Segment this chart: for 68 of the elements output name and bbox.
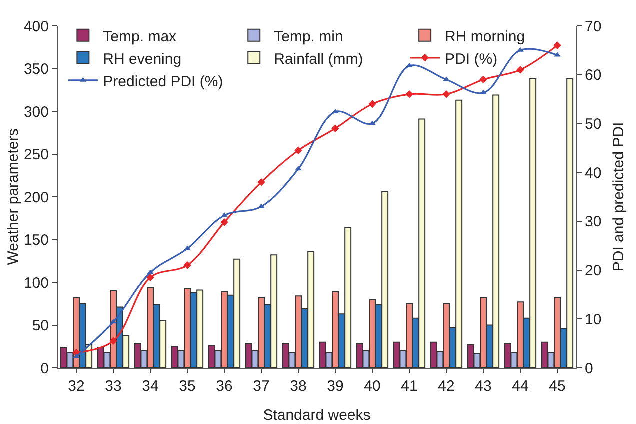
y2-axis-title: PDI and predicted PDI — [610, 122, 628, 272]
legend-label: Predicted PDI (%) — [103, 73, 224, 90]
y-tick-label: 350 — [24, 61, 49, 78]
x-tick-label: 38 — [290, 378, 307, 395]
x-tick-label: 40 — [364, 378, 381, 395]
point — [332, 124, 340, 132]
y-axis-title: Weather parameters — [4, 128, 22, 266]
y-tick-label: 0 — [40, 360, 49, 378]
y2-tick-label: 70 — [585, 18, 602, 36]
point — [146, 274, 154, 282]
point — [184, 262, 192, 270]
y2-tick-label: 0 — [585, 360, 594, 378]
x-axis-title: Standard weeks — [263, 407, 371, 424]
y-tick-label: 400 — [24, 18, 49, 36]
x-tick-label: 45 — [549, 378, 566, 395]
y2-tick-label: 60 — [585, 67, 602, 84]
x-tick-label: 41 — [401, 378, 418, 395]
y2-tick-label: 10 — [585, 311, 602, 328]
x-tick-label: 36 — [216, 378, 233, 395]
point — [517, 47, 524, 52]
legend-label: PDI (%) — [445, 50, 498, 68]
x-tick-label: 32 — [68, 378, 85, 395]
legend-label: RH morning — [445, 28, 526, 46]
y-tick-label: 300 — [24, 104, 49, 121]
x-tick-label: 39 — [327, 378, 344, 395]
x-tick-label: 35 — [179, 378, 196, 395]
point — [554, 52, 561, 57]
x-tick-label: 34 — [142, 378, 159, 395]
point — [406, 63, 413, 68]
y-tick-label: 100 — [24, 274, 49, 292]
y2-tick-label: 50 — [585, 116, 602, 133]
point — [258, 204, 265, 208]
point — [369, 120, 376, 126]
legend-label: Rainfall (mm) — [274, 50, 364, 68]
point — [110, 319, 117, 324]
y-tick-label: 50 — [32, 318, 49, 334]
point — [554, 42, 562, 50]
x-tick-label: 33 — [105, 378, 122, 395]
point — [147, 270, 154, 274]
y2-tick-label: 20 — [585, 262, 602, 280]
point — [480, 90, 487, 94]
y-tick-label: 200 — [24, 189, 49, 206]
point — [480, 76, 488, 84]
point — [294, 146, 302, 154]
y2-tick-label: 40 — [585, 164, 602, 182]
x-tick-label: 44 — [512, 378, 529, 395]
point — [332, 108, 339, 114]
point — [516, 66, 524, 74]
x-tick-label: 43 — [475, 378, 492, 395]
legend-label: Temp. min — [274, 28, 344, 46]
x-tick-label: 37 — [253, 378, 270, 395]
x-tick-label: 42 — [438, 378, 455, 395]
point — [295, 166, 302, 171]
point — [443, 76, 450, 82]
y-tick-label: 250 — [24, 146, 49, 164]
legend-label: Temp. max — [103, 28, 178, 46]
point — [406, 90, 414, 98]
y-tick-label: 150 — [24, 232, 49, 249]
point — [258, 178, 266, 186]
point — [220, 218, 228, 226]
point — [442, 90, 450, 98]
y2-tick-label: 30 — [585, 214, 602, 231]
legend-label: RH evening — [103, 50, 182, 68]
point — [110, 337, 118, 346]
point — [221, 212, 228, 218]
point — [368, 100, 376, 108]
point — [73, 354, 80, 358]
point — [184, 246, 191, 250]
